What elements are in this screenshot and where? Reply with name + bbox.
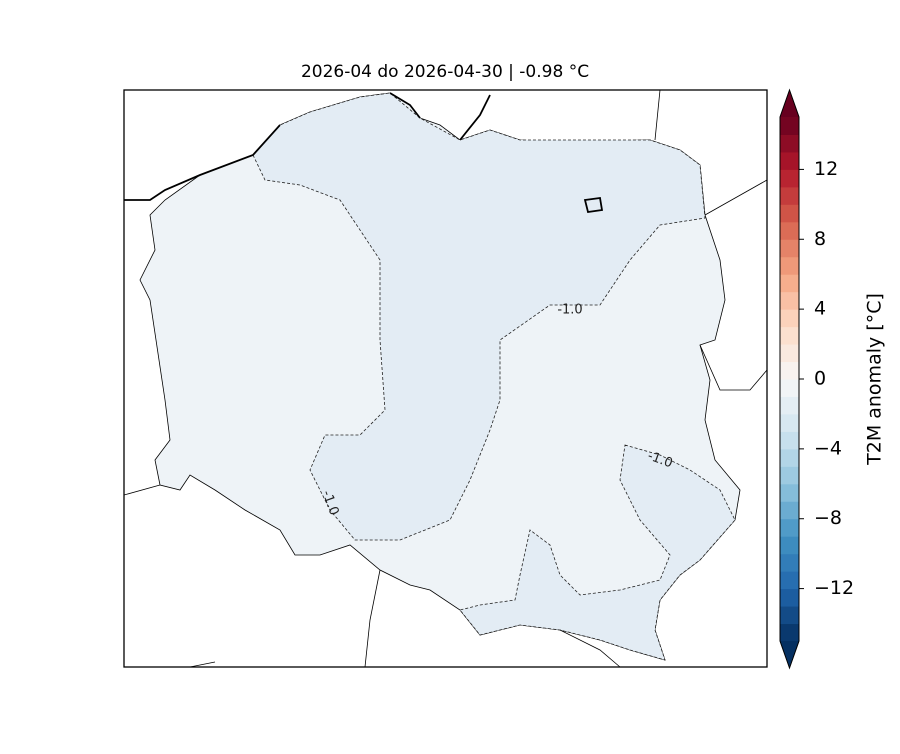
colorbar-tick-label: −8 — [814, 507, 842, 529]
colorbar-tick-label: 0 — [814, 368, 826, 390]
colorbar-band — [780, 501, 799, 520]
colorbar-band — [780, 553, 799, 572]
colorbar-band — [780, 431, 799, 450]
coast — [124, 92, 604, 214]
colorbar-outline — [779, 88, 800, 670]
anomaly-region — [459, 444, 736, 661]
colorbar-tick-label: −4 — [814, 437, 842, 459]
colorbar-band — [780, 239, 799, 258]
colorbar-band — [780, 518, 799, 537]
colorbar-band — [780, 623, 799, 642]
colorbar-band — [780, 291, 799, 310]
colorbar-band — [780, 256, 799, 275]
colorbar-tick-label: 12 — [814, 158, 838, 180]
colorbar-band — [780, 396, 799, 415]
colorbar-band — [780, 379, 799, 397]
colorbar-band — [780, 326, 799, 345]
colorbar-band — [780, 117, 799, 135]
colorbar-band — [780, 204, 799, 223]
colorbar-tick-label: −12 — [814, 577, 854, 599]
colorbar-band — [780, 588, 799, 607]
colorbar-band — [780, 571, 799, 590]
colorbar-band — [780, 344, 799, 363]
colorbar-tick-label: 8 — [814, 228, 826, 250]
colorbar-band — [780, 361, 799, 380]
colorbar-band — [780, 536, 799, 555]
colorbar-band — [780, 186, 799, 205]
colorbar-band — [780, 134, 799, 153]
colorbar: −12 −8 −4 0 4 8 12 — [779, 88, 854, 670]
colorbar-extend — [780, 641, 799, 668]
map-area: -1.0 -1.0 -1.0 — [123, 89, 768, 668]
map-frame — [123, 89, 768, 668]
colorbar-band — [780, 448, 799, 467]
colorbar-band — [780, 221, 799, 240]
contour-label: -1.0 — [557, 303, 582, 318]
colorbar-band — [780, 309, 799, 328]
colorbar-band — [780, 413, 799, 432]
colorbar-tick-label: 4 — [814, 298, 826, 320]
colorbar-band — [780, 466, 799, 485]
colorbar-band — [780, 151, 799, 170]
colorbar-label: T2M anomaly [°C] — [864, 293, 886, 466]
colorbar-band — [780, 483, 799, 502]
border — [123, 89, 768, 668]
colorbar-band — [780, 169, 799, 188]
colorbar-band — [780, 274, 799, 293]
map-title: 2026-04 do 2026-04-30 | -0.98 °C — [301, 62, 589, 82]
colorbar-extend — [780, 90, 799, 117]
anomaly-region — [252, 92, 706, 541]
colorbar-band — [780, 606, 799, 625]
